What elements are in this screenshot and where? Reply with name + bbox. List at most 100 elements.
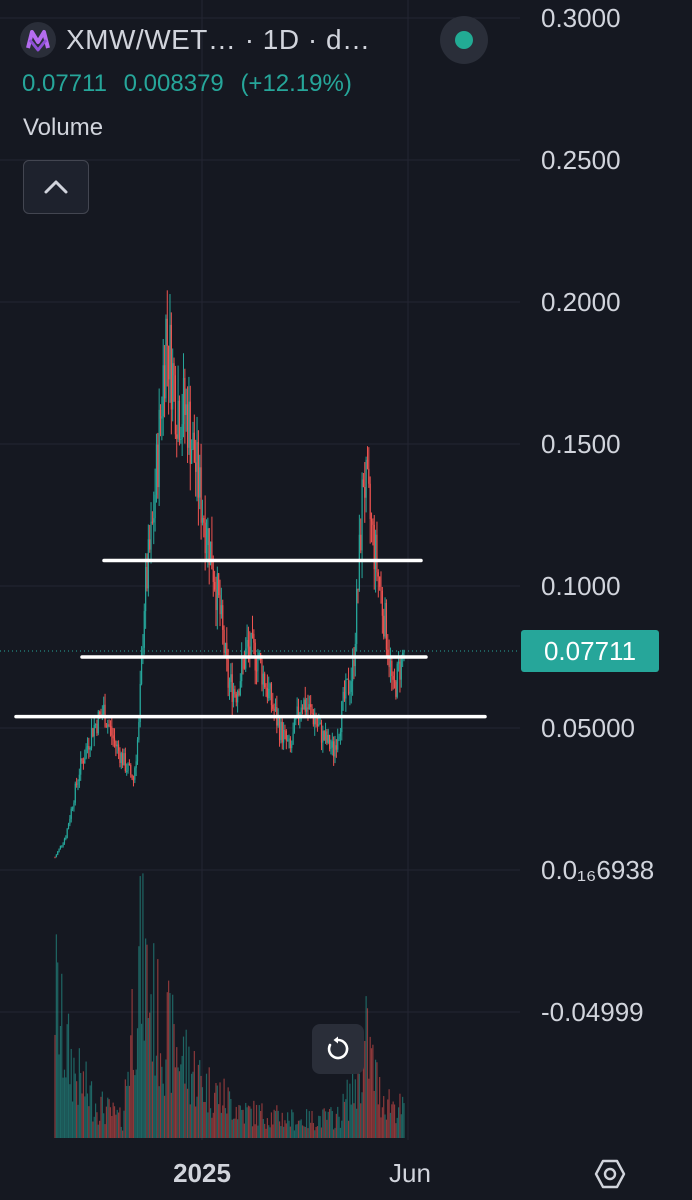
candle-body bbox=[80, 758, 82, 775]
candle-body bbox=[115, 741, 117, 747]
volume-bar bbox=[162, 1083, 164, 1138]
volume-bar bbox=[207, 1112, 209, 1138]
volume-bar bbox=[145, 938, 147, 1138]
volume-indicator-label[interactable]: Volume bbox=[23, 114, 104, 141]
volume-bar bbox=[104, 1124, 106, 1138]
reset-chart-button[interactable] bbox=[312, 1024, 364, 1074]
candle-body bbox=[74, 783, 76, 803]
volume-bar bbox=[200, 1075, 202, 1138]
volume-bar bbox=[370, 1048, 373, 1138]
live-status-icon[interactable] bbox=[440, 16, 488, 64]
volume-bar bbox=[350, 1104, 352, 1138]
candle-body bbox=[97, 711, 99, 734]
volume-bar bbox=[349, 1083, 351, 1138]
volume-bar bbox=[400, 1114, 402, 1138]
candle-body bbox=[346, 678, 348, 680]
volume-bar bbox=[315, 1126, 317, 1138]
candle-body bbox=[136, 739, 139, 762]
volume-bar bbox=[219, 1082, 221, 1138]
candle-body bbox=[237, 691, 239, 703]
volume-bar bbox=[151, 1061, 153, 1138]
volume-bar bbox=[338, 1116, 340, 1138]
candle-body bbox=[361, 479, 363, 551]
volume-bar bbox=[253, 1100, 255, 1138]
volume-bar bbox=[311, 1110, 313, 1138]
chart-settings-button[interactable] bbox=[588, 1152, 632, 1196]
volume-bar bbox=[377, 1104, 379, 1138]
volume-bar bbox=[71, 1101, 74, 1138]
volume-bar bbox=[322, 1109, 324, 1138]
volume-bar bbox=[231, 1119, 233, 1138]
candle-body bbox=[287, 740, 289, 742]
candle-body bbox=[220, 605, 222, 615]
candle-body bbox=[124, 753, 126, 771]
candle-body bbox=[261, 660, 263, 685]
y-tick-label: 0.05000 bbox=[541, 713, 635, 743]
candle-body bbox=[93, 724, 95, 737]
volume-bar bbox=[387, 1099, 389, 1138]
candle-body bbox=[223, 629, 225, 653]
price-change: 0.008379 bbox=[123, 70, 224, 97]
candle-body bbox=[151, 521, 153, 523]
volume-bar bbox=[203, 1101, 205, 1138]
candle-body bbox=[177, 400, 179, 439]
candle-body bbox=[319, 722, 321, 725]
candle-body bbox=[293, 719, 296, 733]
candle-body bbox=[199, 467, 201, 498]
volume-bar bbox=[251, 1126, 254, 1138]
candle-body bbox=[308, 704, 310, 710]
volume-bar bbox=[188, 1046, 190, 1138]
volume-bar bbox=[396, 1117, 398, 1138]
volume-bar bbox=[272, 1124, 274, 1138]
volume-bar bbox=[172, 994, 174, 1138]
volume-bar bbox=[130, 1035, 132, 1138]
candle-body bbox=[383, 615, 385, 637]
candle-body bbox=[174, 375, 176, 435]
volume-bar bbox=[397, 1107, 400, 1138]
symbol-title[interactable]: XMW/WET… · 1D · d… bbox=[66, 24, 371, 56]
candle-body bbox=[191, 449, 193, 464]
volume-bar bbox=[274, 1110, 277, 1138]
candle-body bbox=[331, 741, 333, 748]
volume-bar bbox=[362, 1035, 365, 1138]
volume-bar bbox=[181, 1055, 183, 1138]
interval-label: · 1D · d… bbox=[236, 24, 371, 55]
candle-body bbox=[128, 763, 130, 766]
candle-body bbox=[249, 646, 251, 655]
candle-body bbox=[178, 400, 181, 440]
candle-body bbox=[330, 747, 332, 749]
candle-body bbox=[88, 746, 90, 750]
candle-body bbox=[69, 818, 71, 825]
volume-bar bbox=[55, 934, 57, 1138]
candle-body bbox=[96, 723, 98, 734]
candle-body bbox=[239, 681, 241, 696]
candle-body bbox=[322, 730, 324, 743]
volume-bar bbox=[66, 1024, 68, 1138]
y-tick-label: 0.2000 bbox=[541, 287, 621, 317]
candle-body bbox=[126, 770, 128, 772]
candle-body bbox=[283, 729, 285, 743]
volume-bar bbox=[379, 1077, 381, 1138]
volume-bar bbox=[92, 1121, 94, 1138]
volume-bar bbox=[101, 1091, 103, 1138]
candle-body bbox=[268, 688, 270, 699]
candle-body bbox=[76, 783, 78, 785]
volume-bar bbox=[182, 1036, 185, 1138]
volume-bar bbox=[388, 1089, 390, 1138]
candle-body bbox=[170, 324, 172, 410]
candle-body bbox=[78, 774, 80, 782]
xmw-logo-icon[interactable] bbox=[20, 22, 56, 58]
candle-body bbox=[360, 534, 362, 551]
volume-bar bbox=[234, 1118, 236, 1138]
candle-body bbox=[105, 726, 108, 728]
volume-bar bbox=[399, 1093, 401, 1138]
candle-body bbox=[257, 658, 259, 671]
candle-body bbox=[109, 725, 112, 727]
volume-bar bbox=[373, 1090, 375, 1138]
collapse-indicators-button[interactable] bbox=[23, 160, 89, 214]
candle-body bbox=[349, 691, 351, 694]
candle-body bbox=[215, 589, 217, 611]
candle-body bbox=[163, 365, 166, 399]
volume-bar bbox=[365, 996, 367, 1138]
